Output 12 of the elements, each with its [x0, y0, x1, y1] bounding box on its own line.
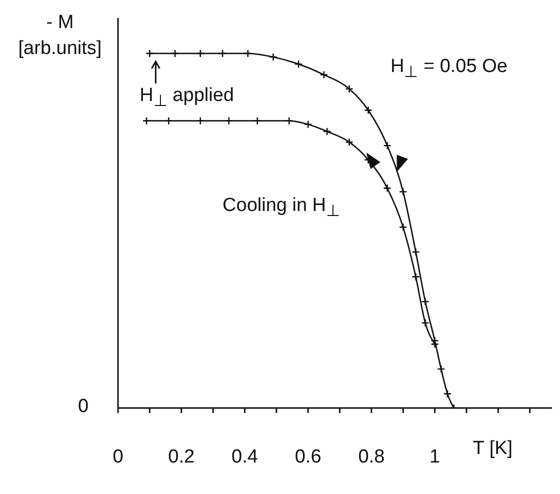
x-tick-label: 0.4: [232, 446, 258, 468]
annotation: H$_{⊥}$ = 0.05 Oe: [390, 56, 508, 82]
x-tick-label: 0.2: [168, 446, 195, 468]
annotation: H$_{⊥}$ applied: [140, 85, 234, 112]
x-tick-label: 1: [430, 446, 440, 468]
x-tick-label: 0.8: [358, 446, 385, 468]
y-axis-title: - M [arb.units]: [17, 11, 103, 61]
x-tick-label: 0.6: [294, 446, 322, 468]
annotation: Cooling in H$_{⊥}$: [222, 195, 340, 222]
x-axis-title: T [K]: [472, 438, 513, 460]
x-tick-label: 0: [112, 446, 124, 468]
text: 0: [78, 396, 89, 418]
